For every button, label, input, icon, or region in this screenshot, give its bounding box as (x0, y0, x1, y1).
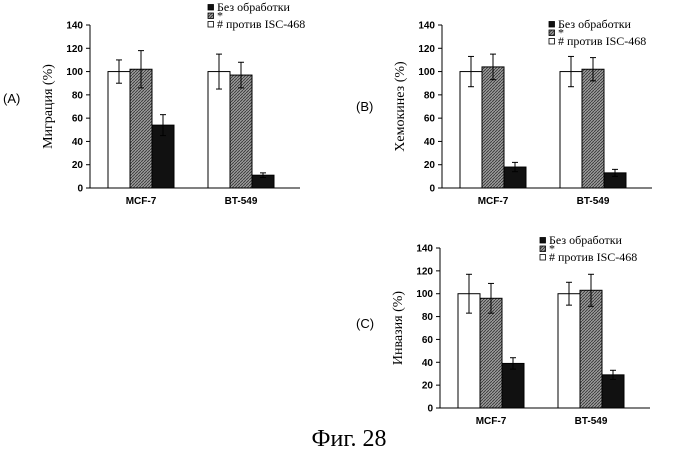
y-tick-label: 100 (66, 67, 83, 78)
legend-label: Без обработки (217, 0, 291, 14)
legend-label: * (217, 9, 223, 23)
y-tick-label: 120 (416, 266, 433, 277)
figure-caption: Фиг. 28 (312, 426, 387, 452)
y-tick-label: 20 (422, 381, 434, 392)
y-tick-label: 60 (424, 114, 436, 125)
panel-label: (C) (356, 316, 374, 331)
y-tick-label: 120 (66, 44, 83, 55)
y-axis-label: Хемокинез (%) (393, 61, 408, 152)
chart-panel-2: 0 20 40 60 80 100 120 140 Хемокинез (%) (B) MCF-7 B… (356, 17, 652, 207)
y-tick-label: 140 (418, 21, 435, 32)
legend-swatch (548, 29, 555, 36)
y-tick-label: 60 (422, 335, 434, 346)
y-tick-label: 80 (424, 90, 436, 101)
bar (559, 71, 583, 189)
x-tick-label: BT-549 (225, 196, 258, 207)
y-tick-label: 140 (416, 244, 433, 255)
y-tick-label: 140 (66, 21, 83, 32)
bar (479, 297, 503, 409)
y-axis-label: Инвазия (%) (391, 291, 406, 366)
y-tick-label: 100 (418, 67, 435, 78)
legend-label: # против ISC-468 (549, 250, 637, 264)
y-tick-label: 40 (422, 358, 434, 369)
y-tick-label: 20 (424, 160, 436, 171)
legend-swatch (207, 4, 214, 11)
bar (579, 289, 603, 409)
y-tick-label: 40 (72, 137, 84, 148)
y-tick-label: 120 (418, 44, 435, 55)
x-tick-label: MCF-7 (126, 196, 157, 207)
panel-label: (A) (3, 91, 20, 106)
legend-label: # против ISC-468 (217, 17, 305, 31)
legend-label: Без обработки (549, 233, 623, 247)
bar (501, 362, 525, 409)
x-tick-label: BT-549 (577, 196, 610, 207)
y-tick-label: 100 (416, 289, 433, 300)
legend-swatch (548, 21, 555, 28)
legend-swatch (207, 12, 214, 19)
y-tick-label: 0 (429, 184, 435, 195)
legend-label: * (558, 26, 564, 40)
x-tick-label: MCF-7 (478, 196, 509, 207)
y-tick-label: 80 (72, 90, 84, 101)
legend-swatch (548, 38, 555, 45)
bar (557, 293, 581, 409)
bar (107, 71, 131, 189)
bar (229, 74, 253, 189)
y-tick-label: 40 (424, 137, 436, 148)
legend-label: Без обработки (558, 17, 632, 31)
legend-swatch (539, 237, 546, 244)
y-tick-label: 80 (422, 312, 434, 323)
y-axis-label: Миграция (%) (41, 64, 56, 149)
chart-panel-3: 0 20 40 60 80 100 120 140 Инвазия (%) (C) MCF-7 BT-… (356, 233, 650, 427)
y-tick-label: 0 (77, 184, 83, 195)
bar (459, 71, 483, 189)
legend-swatch (539, 254, 546, 261)
panel-label: (B) (356, 99, 373, 114)
legend-swatch (539, 245, 546, 252)
y-tick-label: 20 (72, 160, 84, 171)
bar (481, 66, 505, 189)
y-tick-label: 60 (72, 114, 84, 125)
x-tick-label: MCF-7 (476, 416, 507, 427)
x-tick-label: BT-549 (575, 416, 608, 427)
legend-swatch (207, 21, 214, 28)
bar (581, 68, 605, 189)
chart-panel-1: 0 20 40 60 80 100 120 140 Миграция (%) (A) MCF-7 BT… (3, 0, 305, 207)
legend-label: # против ISC-468 (558, 34, 646, 48)
y-tick-label: 0 (427, 404, 433, 415)
legend-label: * (549, 242, 555, 256)
